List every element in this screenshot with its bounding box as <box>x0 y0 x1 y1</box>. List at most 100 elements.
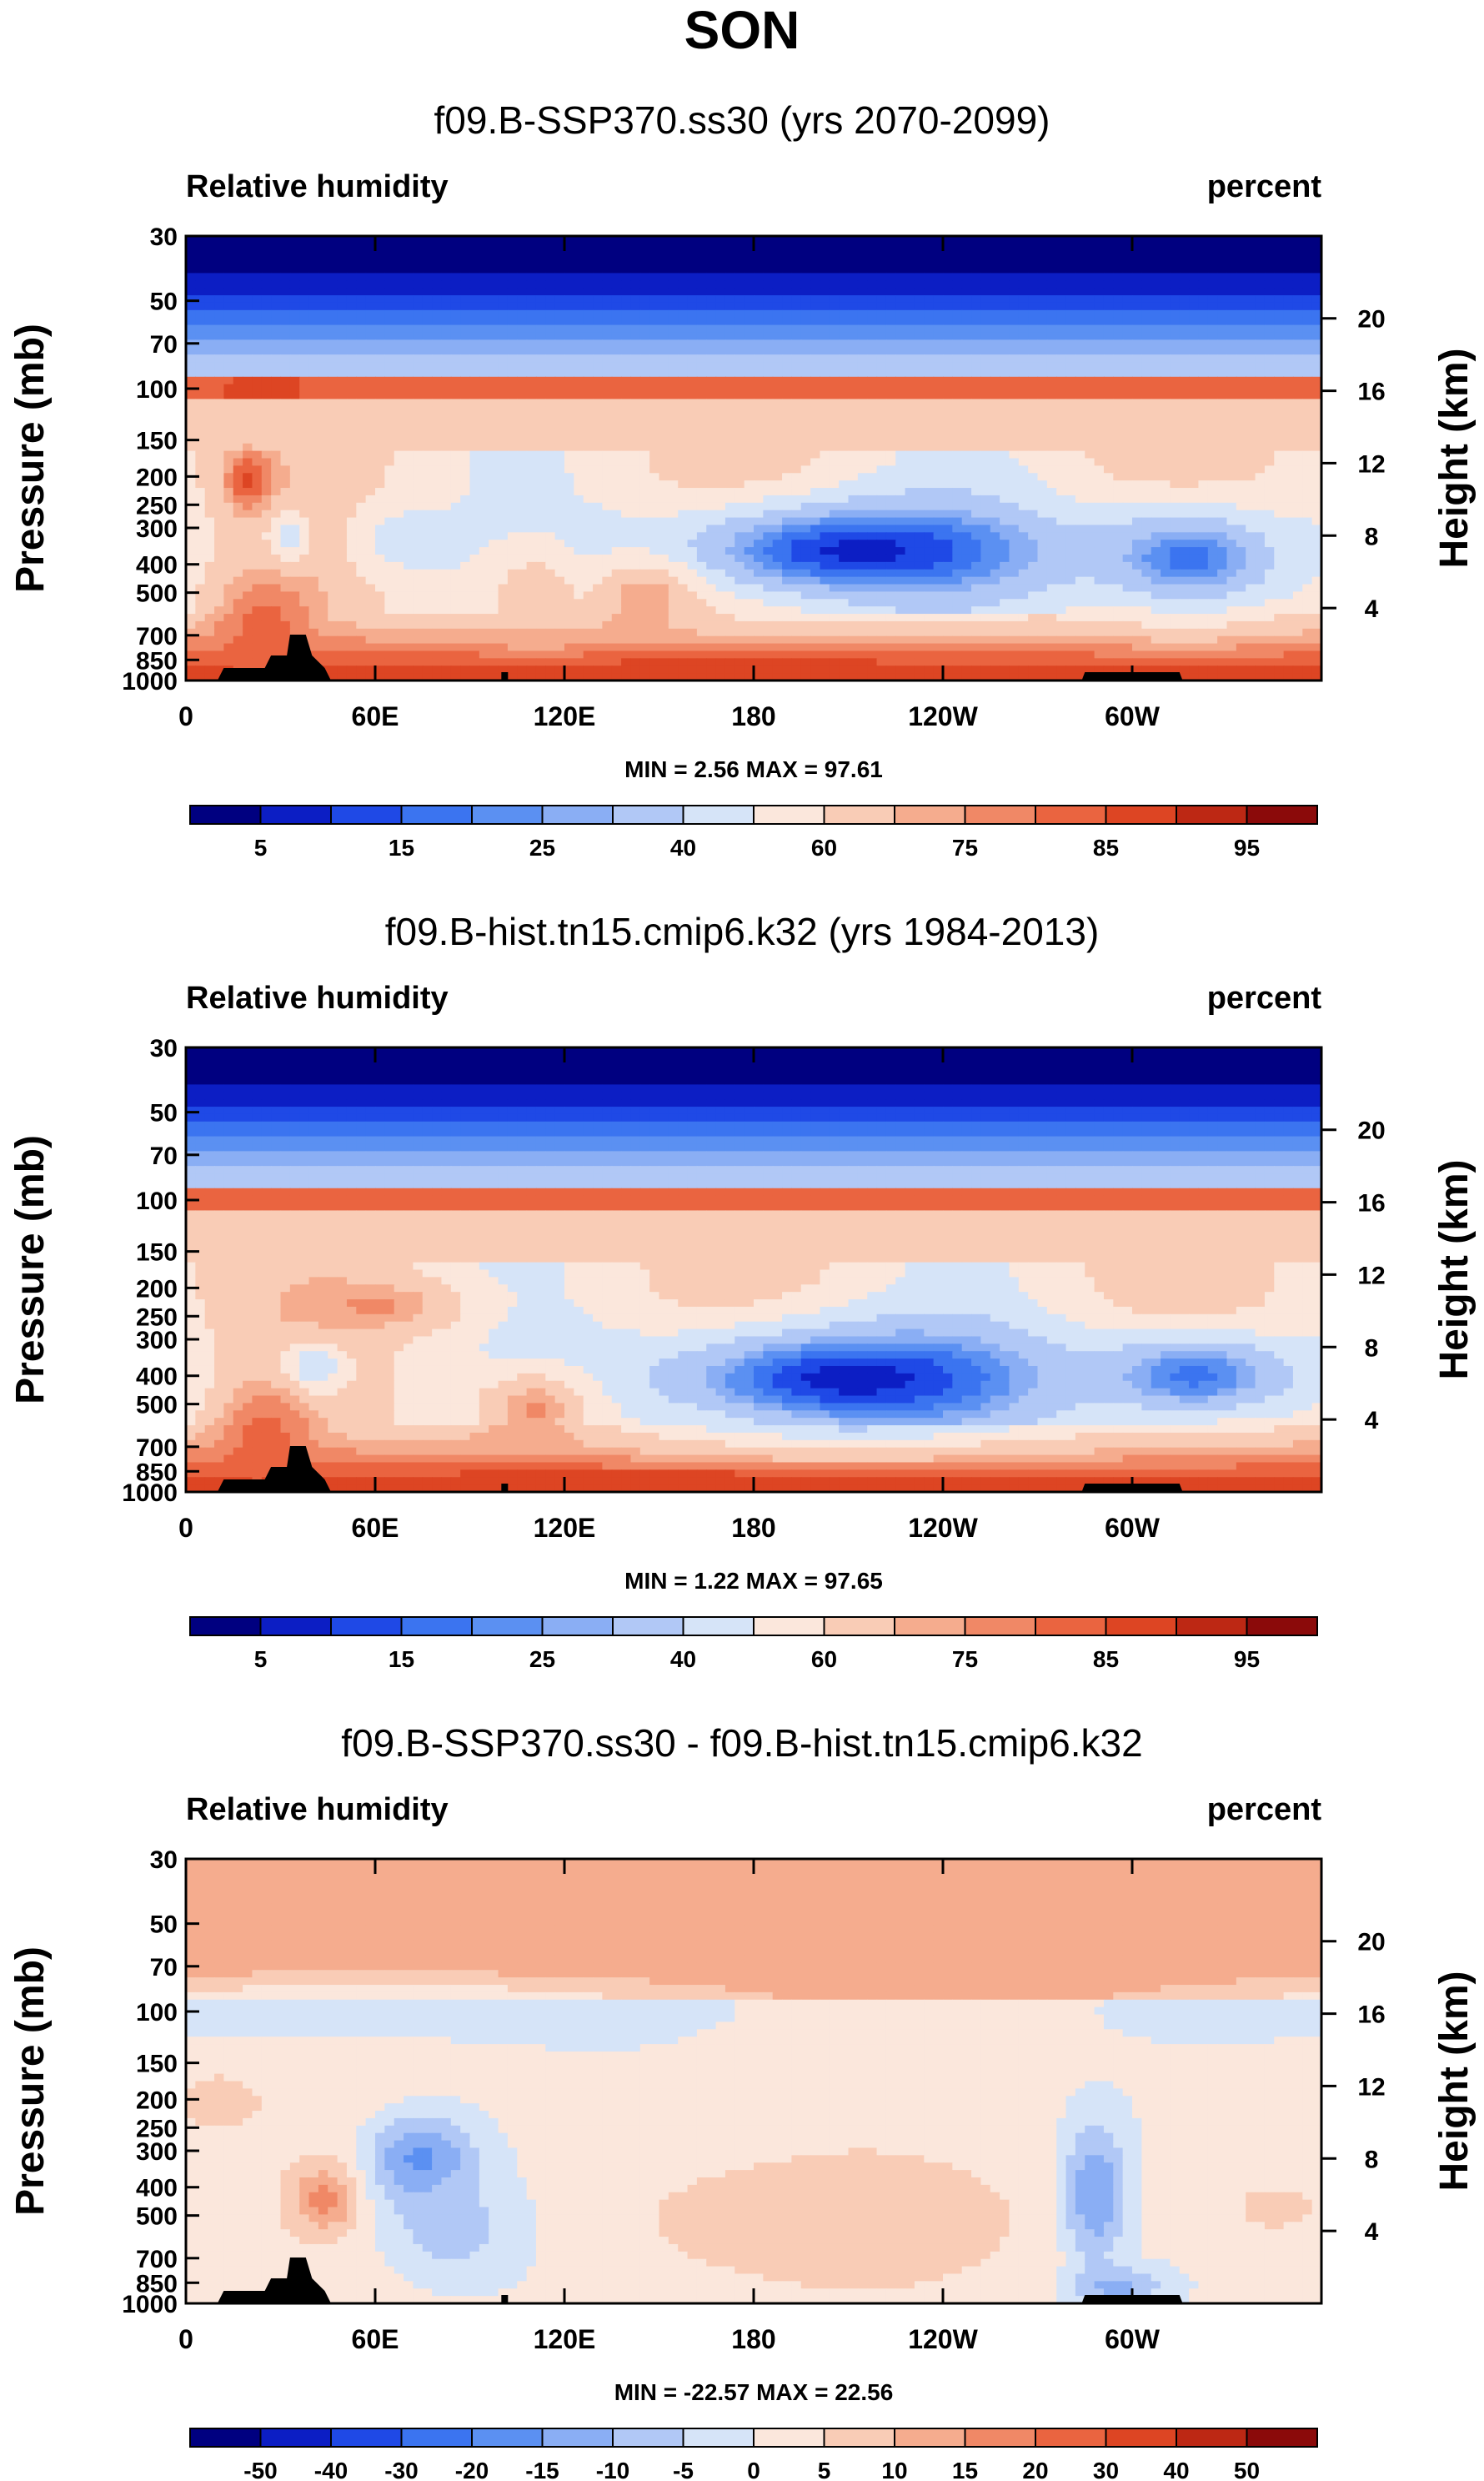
topography-africa <box>217 2258 331 2303</box>
colorbar-box <box>753 1616 825 1636</box>
colorbar-box <box>612 2428 684 2448</box>
min-max-label: MIN = 1.22 MAX = 97.65 <box>624 1568 883 1594</box>
x-tick-label: 120W <box>908 2324 978 2354</box>
colorbar-box <box>823 805 895 825</box>
y-tick-label: 500 <box>136 2203 178 2231</box>
x-tick-label: 60W <box>1105 2324 1161 2354</box>
y-tick-label: 300 <box>136 2138 178 2166</box>
y-tick-label: 200 <box>136 1275 178 1303</box>
colorbar-box <box>964 2428 1036 2448</box>
colorbar-box <box>400 1616 473 1636</box>
panel-1: f09.B-SSP370.ss30 (yrs 2070-2099) Relativ… <box>8 98 1476 861</box>
colorbar-box <box>330 805 403 825</box>
panel-title: f09.B-SSP370.ss30 (yrs 2070-2099) <box>434 98 1050 142</box>
y2-axis-title: Height (km) <box>1432 1160 1476 1380</box>
y-tick-label: 50 <box>150 289 178 316</box>
colorbar-label: 40 <box>670 835 696 861</box>
topography-island <box>501 2295 509 2303</box>
x-tick-label: 180 <box>731 1513 775 1543</box>
colorbar-label: 75 <box>952 1646 978 1672</box>
y2-axis-title: Height (km) <box>1432 1971 1476 2192</box>
colorbar-label: 40 <box>670 1646 696 1672</box>
y2-tick-label: 4 <box>1365 595 1379 623</box>
y2-tick-label: 20 <box>1357 1117 1385 1145</box>
heatmap-cells <box>186 1859 1322 2304</box>
colorbar-box <box>541 805 614 825</box>
y2-tick-label: 12 <box>1357 2073 1385 2101</box>
colorbar-label: 75 <box>952 835 978 861</box>
colorbar-box <box>612 805 684 825</box>
topography-island <box>501 1484 509 1492</box>
colorbar-box <box>894 1616 966 1636</box>
x-tick-label: 0 <box>178 1513 193 1543</box>
y2-tick-label: 16 <box>1357 2001 1385 2029</box>
colorbar-label: 5 <box>254 835 268 861</box>
colorbar-label: 5 <box>254 1646 268 1672</box>
y-tick-label: 700 <box>136 2246 178 2273</box>
figure-title: SON <box>684 0 800 60</box>
colorbar-label: 0 <box>747 2458 760 2481</box>
y-tick-label: 700 <box>136 1434 178 1462</box>
variable-label: Relative humidity <box>186 1792 449 1827</box>
y-tick-label: 30 <box>150 1846 178 1874</box>
colorbar-label: 95 <box>1234 1646 1260 1672</box>
colorbar-box <box>1246 2428 1318 2448</box>
y2-tick-label: 12 <box>1357 450 1385 478</box>
colorbar-box <box>1246 805 1318 825</box>
colorbar-box <box>541 2428 614 2448</box>
y-axis-title: Pressure (mb) <box>8 1946 53 2216</box>
y2-tick-label: 4 <box>1365 1407 1379 1434</box>
y-tick-label: 850 <box>136 647 178 675</box>
colorbar-box <box>753 805 825 825</box>
colorbar-box <box>330 1616 403 1636</box>
colorbar-label: -5 <box>673 2458 694 2481</box>
panel-title: f09.B-SSP370.ss30 - f09.B-hist.tn15.cmip… <box>341 1721 1142 1765</box>
colorbar-box <box>964 805 1036 825</box>
y2-tick-label: 20 <box>1357 306 1385 334</box>
heatmap-cells <box>186 236 1322 681</box>
y-tick-label: 50 <box>150 1100 178 1127</box>
y-tick-label: 70 <box>150 331 178 359</box>
colorbar: 5 15 25 40 60 75 85 95 <box>189 1616 1318 1672</box>
colorbar-label: 60 <box>811 1646 837 1672</box>
y-tick-label: 300 <box>136 1327 178 1354</box>
colorbar-box <box>189 1616 262 1636</box>
y-axis-title: Pressure (mb) <box>8 324 53 593</box>
x-tick-label: 120E <box>534 1513 596 1543</box>
y-tick-label: 30 <box>150 223 178 251</box>
y-tick-label: 400 <box>136 2175 178 2202</box>
y-tick-label: 700 <box>136 623 178 650</box>
y-tick-label: 250 <box>136 1303 178 1331</box>
colorbar-box <box>1035 1616 1107 1636</box>
colorbar-box <box>400 805 473 825</box>
colorbar-box <box>400 2428 473 2448</box>
y-tick-label: 500 <box>136 1392 178 1419</box>
colorbar-label: -50 <box>243 2458 277 2481</box>
colorbar-box <box>259 2428 332 2448</box>
colorbar-label: 60 <box>811 835 837 861</box>
x-tick-label: 0 <box>178 2324 193 2354</box>
panel-title: f09.B-hist.tn15.cmip6.k32 (yrs 1984-2013… <box>385 910 1100 953</box>
y2-tick-label: 16 <box>1357 1190 1385 1218</box>
colorbar-box <box>823 1616 895 1636</box>
colorbar-box <box>189 2428 262 2448</box>
x-tick-label: 180 <box>731 2324 775 2354</box>
colorbar-label: -20 <box>455 2458 489 2481</box>
x-tick-label: 60E <box>352 2324 399 2354</box>
colorbar-label: 95 <box>1234 835 1260 861</box>
variable-label: Relative humidity <box>186 169 449 204</box>
x-tick-label: 120E <box>534 2324 596 2354</box>
colorbar-box <box>1105 805 1177 825</box>
y-axis-title: Pressure (mb) <box>8 1135 53 1404</box>
y-tick-label: 500 <box>136 580 178 608</box>
x-tick-label: 180 <box>731 701 775 731</box>
colorbar-label: 50 <box>1234 2458 1260 2481</box>
colorbar-label: -15 <box>525 2458 559 2481</box>
colorbar-box <box>471 805 544 825</box>
colorbar-label: 20 <box>1022 2458 1048 2481</box>
units-label: percent <box>1207 981 1322 1016</box>
x-tick-label: 60E <box>352 1513 399 1543</box>
y-tick-label: 400 <box>136 552 178 580</box>
colorbar-box <box>823 2428 895 2448</box>
colorbar-label: -30 <box>384 2458 418 2481</box>
